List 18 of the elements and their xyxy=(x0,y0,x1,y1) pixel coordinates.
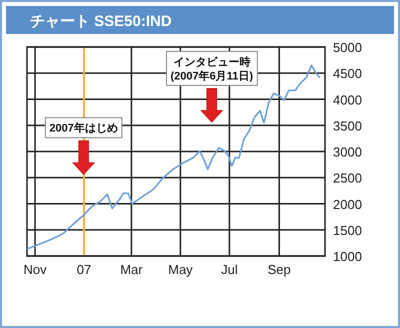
x-tick-label: 07 xyxy=(76,262,92,277)
x-tick-label: Nov xyxy=(23,262,48,277)
y-tick-label: 4500 xyxy=(333,66,362,82)
y-tick-label: 5000 xyxy=(333,40,362,55)
y-tick-label: 3500 xyxy=(333,118,362,134)
x-tick-label: Jul xyxy=(221,262,238,277)
x-tick-label: Sep xyxy=(268,262,291,277)
annotation: インタビュー時 (2007年6月11日) xyxy=(170,55,254,82)
x-tick-label: May xyxy=(168,262,194,277)
y-tick-label: 1000 xyxy=(333,249,362,264)
chart-title: チャート SSE50:IND xyxy=(30,13,172,30)
annotation: 2007年はじめ xyxy=(49,122,118,135)
x-tick-label: Mar xyxy=(120,262,144,277)
y-tick-label: 3000 xyxy=(333,144,362,160)
y-tick-label: 2000 xyxy=(333,196,362,212)
y-tick-label: 2500 xyxy=(333,170,362,186)
y-tick-label: 4000 xyxy=(333,92,362,108)
y-tick-label: 1500 xyxy=(333,222,362,238)
